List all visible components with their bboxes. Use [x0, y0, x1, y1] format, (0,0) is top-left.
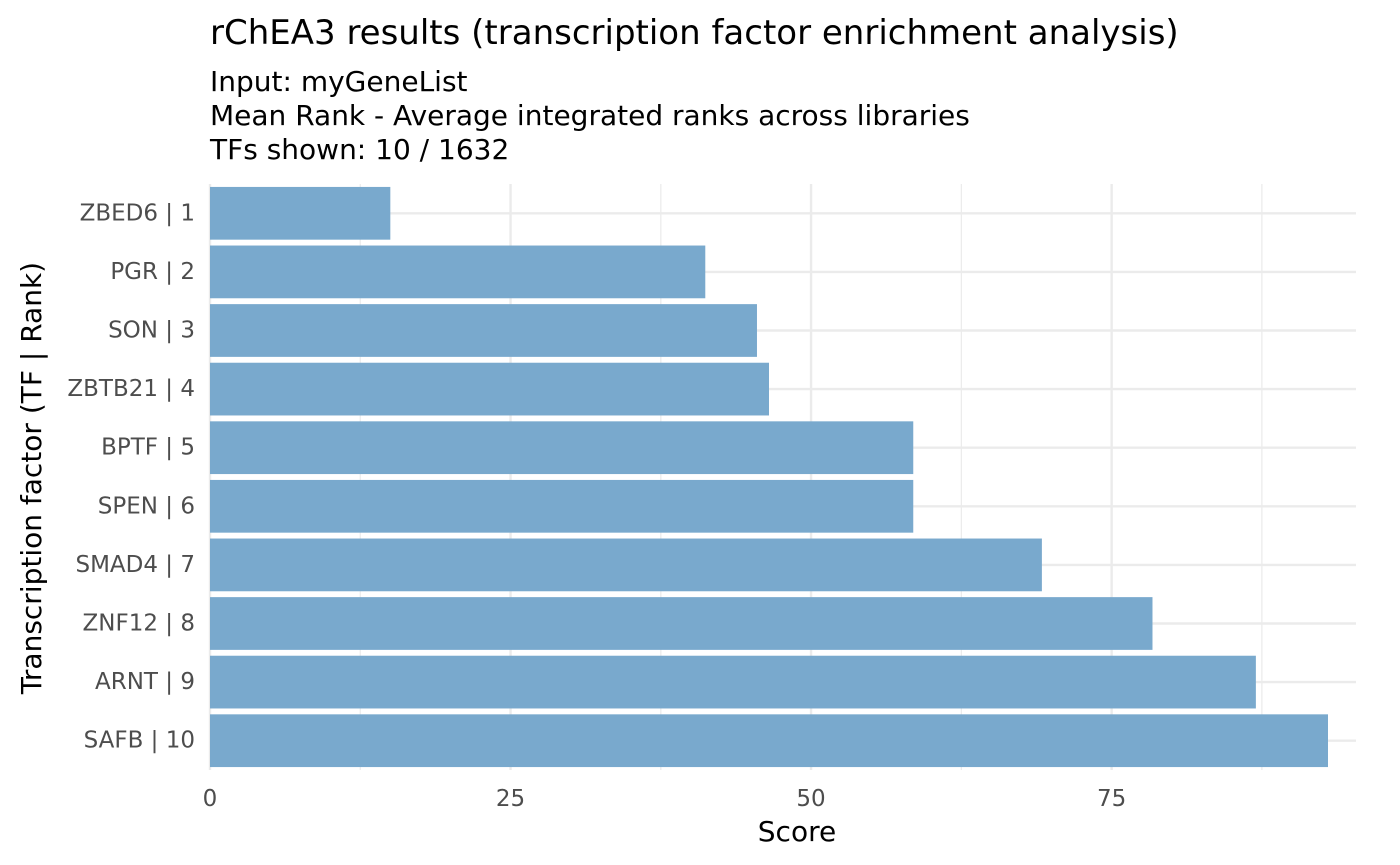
y-axis-title: Transcription factor (TF | Rank) — [15, 262, 48, 695]
y-tick-label: SON | 3 — [108, 318, 195, 344]
bar — [210, 538, 1042, 592]
x-tick-label: 0 — [203, 786, 218, 812]
bar — [210, 362, 769, 416]
y-tick-label: PGR | 2 — [110, 259, 195, 285]
chart-subtitle-line-1: Input: myGeneList — [210, 65, 468, 98]
bar — [210, 597, 1153, 650]
chart-subtitle-line-2: Mean Rank - Average integrated ranks acr… — [210, 99, 970, 132]
y-tick-label: ZBED6 | 1 — [80, 200, 195, 226]
y-tick-label: SAFB | 10 — [84, 728, 195, 754]
y-tick-label: ZNF12 | 8 — [83, 611, 195, 637]
y-tick-label: ARNT | 9 — [95, 669, 195, 695]
x-tick-labels: 0 25 50 75 — [203, 786, 1127, 812]
y-tick-labels: ZBED6 | 1 PGR | 2 SON | 3 ZBTB21 | 4 BPTF | … — [67, 200, 195, 753]
x-tick-label: 25 — [496, 786, 525, 812]
bars — [210, 186, 1328, 768]
y-tick-label: SMAD4 | 7 — [75, 552, 195, 578]
bar — [210, 304, 757, 357]
y-tick-label: SPEN | 6 — [98, 493, 195, 519]
bar — [210, 479, 914, 533]
bar — [210, 421, 914, 475]
y-tick-label: BPTF | 5 — [101, 435, 195, 461]
bar — [210, 714, 1328, 768]
chart-title: rChEA3 results (transcription factor enr… — [210, 13, 1179, 53]
bar — [210, 655, 1256, 709]
chart-subtitle-line-3: TFs shown: 10 / 1632 — [209, 133, 509, 166]
x-axis-title: Score — [758, 815, 836, 848]
x-tick-label: 75 — [1097, 786, 1126, 812]
x-tick-label: 50 — [796, 786, 825, 812]
y-tick-label: ZBTB21 | 4 — [67, 376, 195, 402]
bar — [210, 186, 391, 240]
bar — [210, 245, 706, 299]
